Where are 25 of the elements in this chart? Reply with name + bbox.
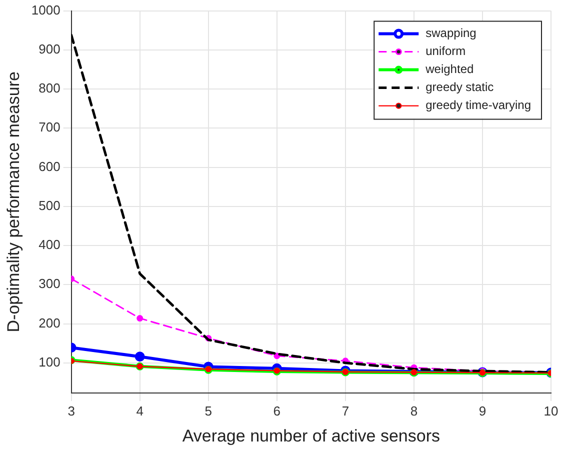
x-axis-title: Average number of active sensors	[182, 426, 440, 446]
y-tick-label: 1000	[31, 2, 60, 18]
x-tick-label: 3	[68, 403, 75, 418]
x-tick-label: 7	[342, 403, 350, 418]
y-tick-label: 900	[38, 42, 60, 56]
legend-label: weighted	[424, 62, 474, 76]
y-tick-label: 200	[38, 315, 60, 330]
legend-label: swapping	[426, 26, 476, 40]
legend-label: greedy time-varying	[426, 98, 531, 112]
x-tick-label: 8	[410, 403, 418, 418]
y-tick-label: 700	[38, 120, 60, 135]
legend-label: uniform	[426, 44, 466, 58]
y-tick-label: 600	[38, 158, 60, 174]
y-tick-label: 300	[38, 276, 60, 292]
y-axis-title: D-optimality performance measure	[4, 72, 23, 332]
x-tick-label: 6	[273, 403, 281, 418]
x-tick-label: 4	[136, 403, 144, 418]
x-tick-label: 5	[204, 403, 212, 418]
y-tick-label: 500	[38, 198, 60, 213]
legend-label: greedy static	[426, 80, 494, 94]
x-tick-label: 9	[478, 403, 486, 418]
y-tick-label: 400	[38, 237, 60, 252]
y-tick-label: 100	[38, 354, 60, 370]
x-tick-label: 10	[544, 403, 558, 418]
y-tick-label: 800	[38, 80, 60, 96]
